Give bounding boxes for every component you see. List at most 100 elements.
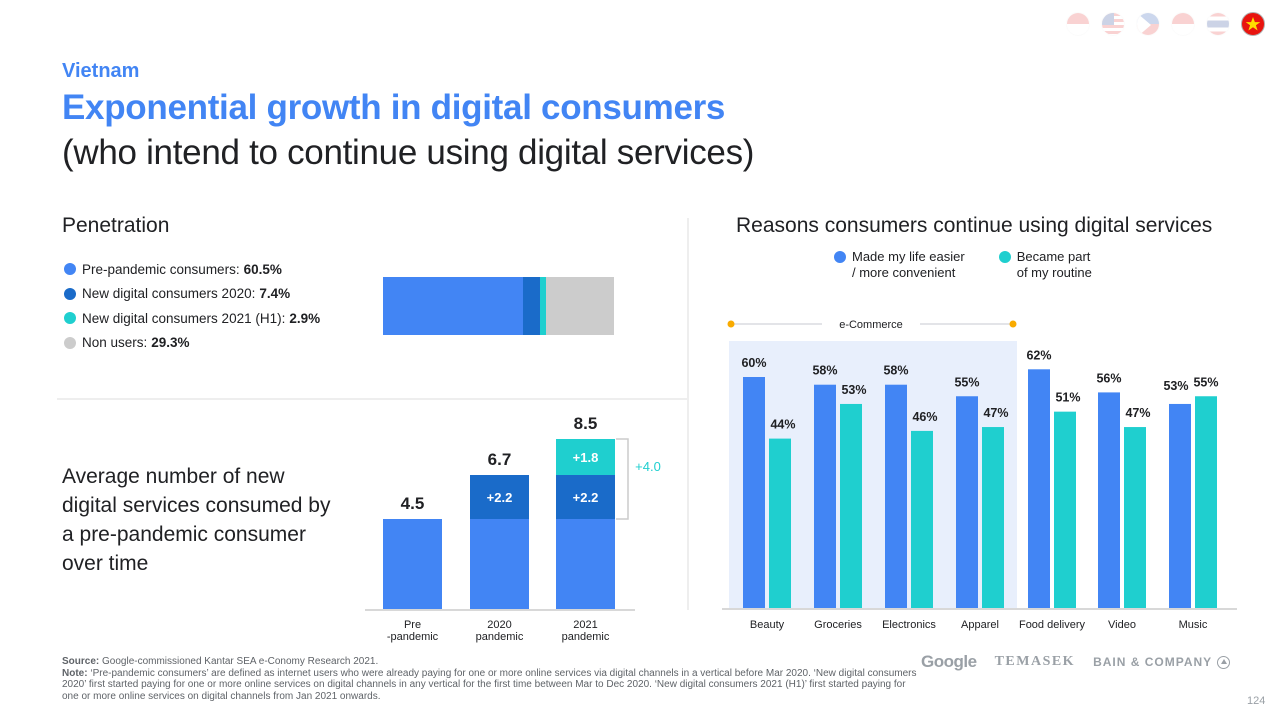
avg-segment-label: +2.2 [487, 490, 513, 505]
reasons-category-label: Apparel [961, 619, 999, 631]
reasons-bar [769, 438, 791, 608]
reasons-bar [1169, 403, 1191, 608]
legend-dot-icon [64, 312, 76, 325]
penetration-segment-new-2021 [539, 277, 547, 335]
temasek-logo: TEMASEK [994, 654, 1076, 669]
thailand-flag-icon[interactable] [1206, 12, 1230, 36]
reasons-value-label: 62% [1026, 348, 1051, 362]
reasons-value-label: 53% [1163, 379, 1188, 393]
reasons-category-label: Music [1179, 619, 1208, 631]
reasons-bar [814, 384, 836, 608]
avg-services-description: Average number of new digital services c… [62, 465, 331, 575]
reasons-value-label: 55% [954, 375, 979, 389]
legend-item-routine: Became part of my routine [998, 249, 1092, 281]
avg-category-label: 2021 [573, 619, 597, 631]
avg-bar-segment [556, 519, 615, 609]
reasons-value-label: 53% [841, 383, 866, 397]
bain-logo-text: BAIN & COMPANY [1093, 655, 1213, 669]
philippines-flag-icon[interactable] [1136, 12, 1160, 36]
singapore-flag-icon[interactable] [1171, 12, 1195, 36]
reasons-value-label: 44% [770, 418, 795, 432]
legend-value: 29.3% [151, 335, 190, 351]
legend-value: 2.9% [289, 310, 321, 326]
ecommerce-marker-dot-icon [727, 320, 735, 328]
reasons-value-label: 46% [912, 410, 937, 424]
avg-segment-label: +2.2 [573, 490, 599, 505]
legend-dot-icon [64, 263, 76, 276]
legend-item-easier: Made my life easier / more convenient [834, 249, 965, 281]
legend-dot-icon [64, 336, 76, 349]
reasons-value-label: 47% [1125, 406, 1150, 420]
avg-total-label: 4.5 [401, 494, 425, 513]
page-subtitle: (who intend to continue using digital se… [62, 133, 755, 172]
reasons-bar [982, 427, 1004, 608]
vietnam-flag-icon[interactable] [1241, 12, 1265, 36]
legend-label: New digital consumers 2021 (H1): [82, 310, 286, 326]
reasons-category-label: Food delivery [1019, 619, 1086, 631]
legend-item-new-2021: New digital consumers 2021 (H1): 2.9% [64, 306, 320, 331]
source-text: Google-commissioned Kantar SEA e-Conomy … [99, 656, 379, 667]
penetration-segment-non-users [546, 277, 614, 335]
page-title: Exponential growth in digital consumers [62, 88, 726, 127]
reasons-bar [956, 396, 978, 608]
reasons-category-label: Electronics [882, 619, 936, 631]
reasons-value-label: 58% [812, 364, 837, 378]
delta-label: +4.0 [635, 459, 661, 474]
avg-bar-segment [470, 475, 529, 519]
note-label: Note: [62, 667, 88, 679]
legend-value: 7.4% [259, 286, 291, 302]
country-flags [1066, 12, 1265, 36]
ecommerce-label: e-Commerce [839, 319, 903, 331]
google-logo: Google [921, 652, 977, 671]
legend-label-line2: / more convenient [852, 265, 956, 280]
avg-bar-segment [556, 475, 615, 519]
indonesia-flag-icon[interactable] [1066, 12, 1090, 36]
malaysia-flag-icon[interactable] [1101, 12, 1125, 36]
reasons-bar [1195, 396, 1217, 608]
reasons-title: Reasons consumers continue using digital… [736, 214, 1213, 237]
note-line: Note: ‘Pre-pandemic consumers’ are defin… [62, 668, 920, 703]
avg-bar-segment [470, 519, 529, 609]
reasons-value-label: 58% [883, 364, 908, 378]
avg-segment-label: +1.8 [573, 450, 599, 465]
bain-logo: BAIN & COMPANY [1093, 655, 1231, 669]
penetration-segment-pre-pandemic [383, 277, 523, 335]
reasons-legend: Made my life easier / more convenient Be… [834, 249, 1092, 281]
legend-label-line1: Became part [1016, 249, 1091, 264]
reasons-bar [1124, 427, 1146, 608]
legend-label-line1: Made my life easier [852, 249, 965, 264]
legend-label-line2: of my routine [1016, 265, 1092, 280]
avg-category-label: -pandemic [387, 631, 439, 643]
reasons-bar [1028, 369, 1050, 608]
reasons-value-label: 55% [1193, 375, 1218, 389]
page-number: 124 [1247, 695, 1266, 707]
reasons-value-label: 47% [983, 406, 1008, 420]
penetration-segment-new-2020 [522, 277, 540, 335]
country-label: Vietnam [62, 60, 140, 82]
note-text: ‘Pre-pandemic consumers’ are defined as … [62, 667, 917, 702]
legend-item-pre-pandemic: Pre-pandemic consumers: 60.5% [64, 257, 320, 282]
reasons-value-label: 60% [741, 356, 766, 370]
reasons-value-label: 56% [1096, 371, 1121, 385]
avg-total-label: 6.7 [488, 450, 512, 469]
avg-total-label: 8.5 [574, 414, 598, 433]
reasons-bar [911, 430, 933, 608]
reasons-bar [743, 377, 765, 608]
avg-category-label: pandemic [476, 631, 524, 643]
reasons-category-label: Video [1108, 619, 1136, 631]
legend-label: Non users: [82, 335, 148, 351]
reasons-category-label: Beauty [750, 619, 785, 631]
avg-category-label: Pre [404, 619, 421, 631]
legend-value: 60.5% [243, 261, 282, 277]
legend-item-new-2020: New digital consumers 2020: 7.4% [64, 282, 320, 307]
penetration-title: Penetration [62, 214, 170, 237]
avg-bar-segment [556, 439, 615, 475]
section-divider [57, 398, 687, 400]
bain-mark-icon [1217, 655, 1231, 669]
legend-item-non-users: Non users: 29.3% [64, 331, 320, 356]
legend-dot-icon [64, 287, 76, 300]
penetration-legend: Pre-pandemic consumers: 60.5% New digita… [64, 257, 320, 355]
legend-label: Pre-pandemic consumers: [82, 261, 240, 277]
reasons-value-label: 51% [1055, 391, 1080, 405]
